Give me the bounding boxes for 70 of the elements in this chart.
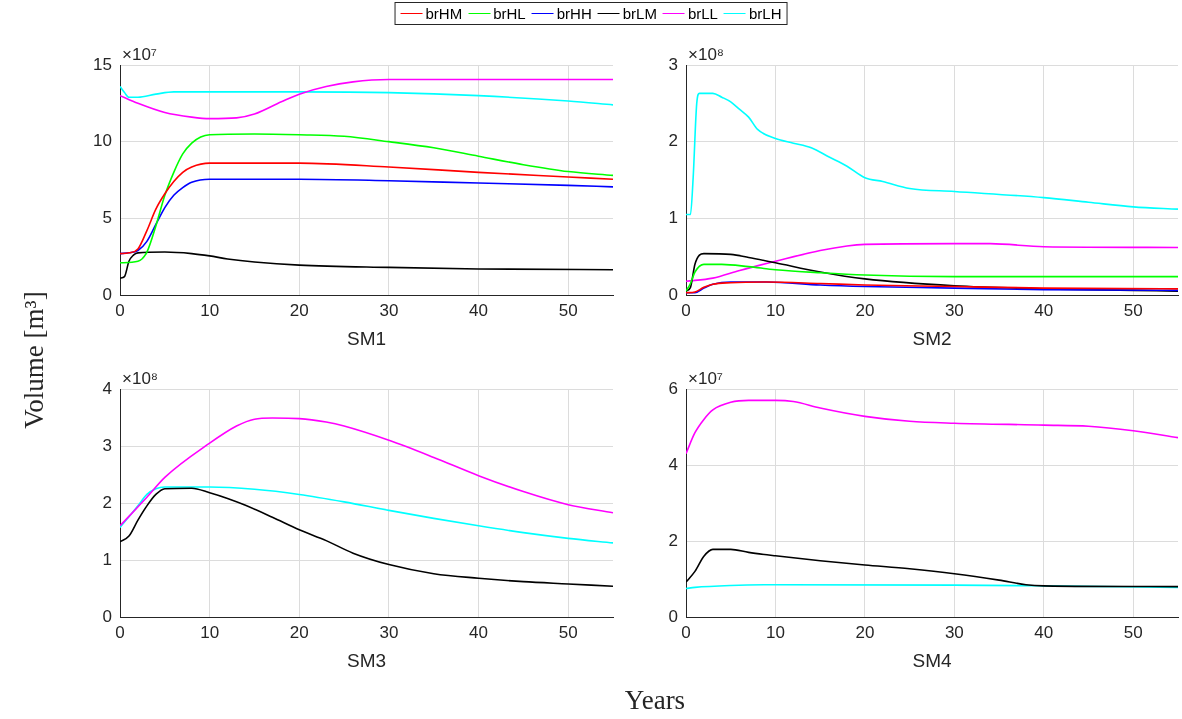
y-tick-label: 4: [102, 378, 112, 398]
text: ×10⁸: [688, 45, 725, 65]
x-axis-title: SM1: [346, 327, 387, 349]
x-tick-label: 0: [681, 300, 691, 320]
line-series: [686, 242, 1178, 282]
y-tick-label: 0: [102, 284, 112, 304]
legend-label: brLM: [622, 5, 657, 22]
y-tick-label: 4: [668, 454, 678, 474]
x-tick-label: 40: [1034, 622, 1054, 642]
line-series: [686, 399, 1178, 455]
y-tick-label: 1: [668, 208, 678, 228]
line-series: [120, 162, 613, 255]
y-tick-label: 2: [668, 530, 678, 550]
x-tick-label: 10: [765, 300, 785, 320]
x-tick-label: 20: [289, 622, 309, 642]
line-series: [686, 548, 1178, 588]
x-tick-label: 30: [379, 622, 399, 642]
x-tick-label: 50: [558, 622, 578, 642]
y-tick-label: 0: [668, 284, 678, 304]
x-tick-label: 50: [1123, 300, 1143, 320]
x-tick-label: 10: [765, 622, 785, 642]
x-tick-label: 40: [1034, 300, 1054, 320]
x-tick-label: 20: [289, 300, 309, 320]
x-tick-label: 20: [855, 622, 875, 642]
y-tick-label: 2: [668, 131, 678, 151]
y-tick-label: 2: [102, 492, 112, 512]
y-tick-label: 10: [93, 131, 112, 151]
x-tick-label: 10: [200, 622, 220, 642]
x-axis-title: SM2: [912, 327, 952, 349]
line-series: [120, 133, 613, 264]
y-tick-label: 1: [102, 549, 112, 569]
legend-label: brHM: [425, 5, 463, 22]
x-tick-label: 30: [379, 300, 399, 320]
legend-label: brLH: [748, 5, 782, 22]
line-series: [120, 85, 613, 106]
line-series: [120, 251, 613, 279]
y-tick-label: 0: [102, 606, 112, 626]
y-tick-label: 6: [668, 378, 678, 398]
x-tick-label: 40: [469, 622, 489, 642]
y-tick-label: 3: [102, 435, 112, 455]
line-series: [120, 487, 613, 588]
line-series: [120, 78, 613, 120]
x-tick-label: 50: [558, 300, 578, 320]
y-tick-label: 15: [93, 54, 112, 74]
x-axis-title: SM4: [912, 649, 952, 671]
x-tick-label: 30: [944, 300, 964, 320]
line-series: [120, 417, 613, 527]
text: Years: [624, 684, 686, 716]
legend-label: brHL: [493, 5, 526, 22]
y-tick-label: 5: [102, 208, 112, 228]
x-tick-label: 40: [469, 300, 489, 320]
line-series: [686, 263, 1178, 292]
x-tick-label: 20: [855, 300, 875, 320]
y-tick-label: 3: [668, 54, 678, 74]
y-axis-title: Volume [m³]: [18, 291, 50, 429]
x-tick-label: 0: [115, 622, 125, 642]
line-series: [686, 92, 1178, 216]
x-tick-label: 0: [115, 300, 125, 320]
x-tick-label: 30: [944, 622, 964, 642]
y-tick-label: 0: [668, 606, 678, 626]
text: ×10⁸: [122, 369, 159, 389]
x-tick-label: 50: [1123, 622, 1143, 642]
text: ×10⁷: [122, 45, 157, 65]
text: ×10⁷: [688, 369, 723, 389]
x-tick-label: 10: [200, 300, 220, 320]
x-axis-title: SM3: [346, 649, 387, 671]
x-tick-label: 0: [681, 622, 691, 642]
legend-label: brHH: [556, 5, 592, 22]
legend-label: brLL: [687, 5, 718, 22]
line-series: [120, 486, 613, 544]
